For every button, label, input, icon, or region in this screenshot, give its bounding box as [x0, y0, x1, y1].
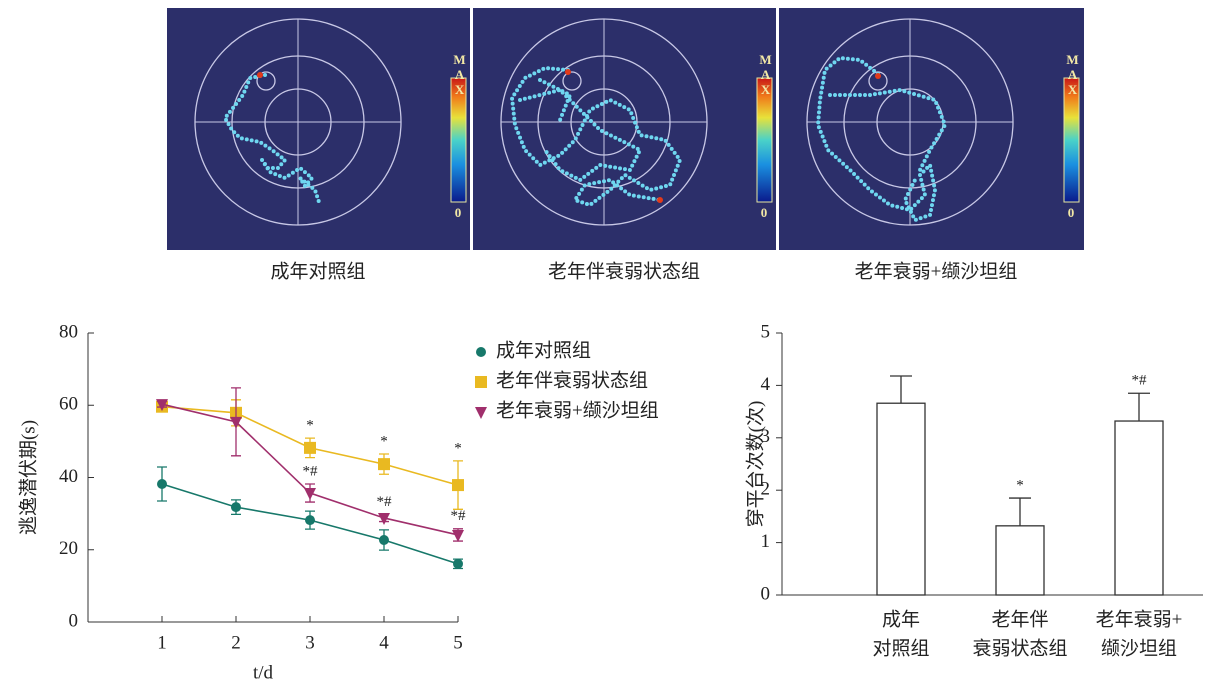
point [452, 479, 464, 491]
panel-caption: 老年衰弱+缬沙坦组 [855, 260, 1018, 282]
point [157, 479, 167, 489]
x-tick-label: 5 [453, 632, 463, 653]
y-tick-label: 20 [59, 538, 78, 559]
panel-caption: 成年对照组 [270, 260, 365, 282]
significance-mark: *# [377, 494, 393, 510]
y-tick-label: 5 [761, 321, 771, 342]
heatmap-panel: MAX 0 老年伴衰弱状态组 [473, 8, 776, 282]
y-tick-label: 0 [761, 583, 771, 604]
legend-marker [475, 376, 487, 388]
y-axis-title: 穿平台次数(次) [744, 401, 766, 528]
x-tick-label: 4 [379, 632, 389, 653]
x-tick-label: 3 [305, 632, 315, 653]
significance-mark: * [454, 440, 462, 456]
x-tick-label: 成年 [882, 608, 920, 630]
x-tick-label: 衰弱状态组 [972, 637, 1067, 659]
point [378, 458, 390, 470]
figure: MAX 0 成年对照组 MAX 0 老年伴衰弱状态组 MAX 0 老年衰弱+缬沙… [0, 0, 1227, 687]
point [453, 559, 463, 569]
significance-mark: *# [451, 508, 467, 524]
significance-mark: * [1016, 477, 1024, 493]
legend-marker [476, 347, 486, 357]
x-tick-label: 1 [157, 632, 167, 653]
point [305, 515, 315, 525]
significance-mark: * [306, 418, 314, 434]
point [304, 442, 316, 454]
error-bar [1128, 393, 1150, 421]
panel-caption: 老年伴衰弱状态组 [548, 260, 700, 282]
error-bar [1009, 498, 1031, 526]
point [231, 502, 241, 512]
error-bar [890, 376, 912, 403]
x-tick-label: 对照组 [872, 637, 929, 659]
point [452, 530, 464, 542]
legend-label: 成年对照组 [496, 339, 591, 361]
y-tick-label: 80 [59, 321, 78, 342]
significance-mark: *# [1132, 373, 1148, 389]
x-tick-label: 老年伴 [991, 608, 1048, 630]
significance-mark: * [380, 433, 388, 449]
colorbar-min: 0 [761, 205, 768, 220]
significance-mark: *# [303, 463, 319, 479]
point [230, 417, 242, 429]
legend-marker [475, 407, 487, 419]
colorbar-max: MAX [1065, 52, 1080, 97]
y-tick-label: 1 [761, 531, 771, 552]
point [379, 535, 389, 545]
colorbar-max: MAX [758, 52, 773, 97]
colorbar-min: 0 [1068, 205, 1075, 220]
bar [877, 403, 925, 595]
y-tick-label: 0 [69, 610, 79, 631]
y-axis-title: 逃逸潜伏期(s) [17, 420, 39, 535]
x-axis-title: t/d [253, 662, 274, 683]
y-tick-label: 40 [59, 466, 78, 487]
x-tick-label: 2 [231, 632, 241, 653]
x-tick-label: 缬沙坦组 [1101, 637, 1177, 659]
legend-label: 老年衰弱+缬沙坦组 [496, 399, 659, 421]
legend-label: 老年伴衰弱状态组 [496, 369, 648, 391]
y-tick-label: 4 [761, 374, 771, 395]
bar [1115, 421, 1163, 595]
heatmap-panel: MAX 0 老年衰弱+缬沙坦组 [779, 8, 1084, 282]
heatmap-panel: MAX 0 成年对照组 [167, 8, 470, 282]
y-tick-label: 60 [59, 394, 78, 415]
x-tick-label: 老年衰弱+ [1096, 608, 1183, 630]
colorbar-max: MAX [452, 52, 467, 97]
colorbar-min: 0 [455, 205, 462, 220]
bar [996, 526, 1044, 595]
